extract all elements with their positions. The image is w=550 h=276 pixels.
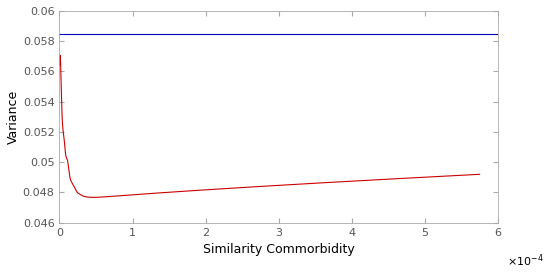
X-axis label: Similarity Commorbidity: Similarity Commorbidity (203, 243, 355, 256)
Text: $\times10^{-4}$: $\times10^{-4}$ (507, 252, 543, 269)
Y-axis label: Variance: Variance (7, 90, 20, 144)
